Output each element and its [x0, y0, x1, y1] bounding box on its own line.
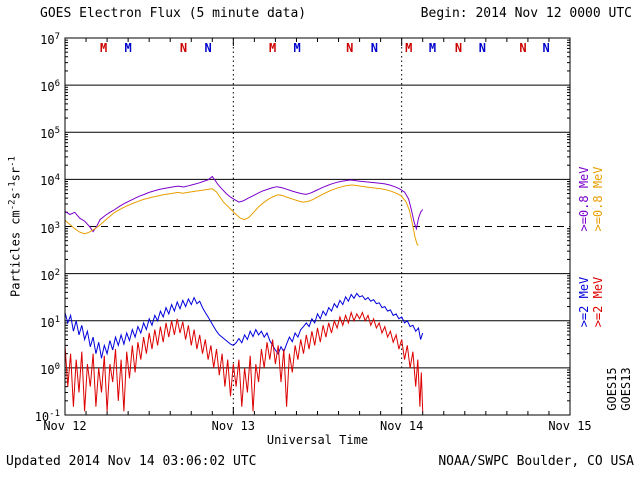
- event-marker: N: [543, 41, 550, 55]
- begin-time-label: Begin: 2014 Nov 12 0000 UTC: [420, 6, 632, 21]
- series-line-goes15-2-mev: [64, 292, 424, 359]
- updated-time-label: Updated 2014 Nov 14 03:06:02 UTC: [6, 454, 257, 469]
- y-tick-label: 100: [40, 361, 60, 377]
- legend-energy-label: >=0.8 MeV: [591, 166, 605, 232]
- event-marker: M: [100, 41, 107, 55]
- event-marker: M: [269, 41, 276, 55]
- y-tick-label: 107: [40, 32, 60, 47]
- x-axis-title: Universal Time: [266, 433, 369, 447]
- series-line-goes15-0.8-mev: [64, 175, 424, 233]
- event-marker: M: [125, 41, 132, 55]
- event-marker: N: [455, 41, 462, 55]
- legend-satellite-label: GOES15: [605, 367, 619, 411]
- legend-energy-label: >=2 MeV: [591, 276, 605, 328]
- y-tick-label: 102: [40, 267, 60, 283]
- y-tick-label: 105: [40, 126, 60, 142]
- y-tick-label: 106: [40, 79, 60, 95]
- plot-border: [64, 37, 571, 416]
- event-marker: M: [405, 41, 412, 55]
- event-marker: N: [371, 41, 378, 55]
- x-tick-label: Nov 14: [379, 419, 424, 433]
- y-axis-title: Particles cm-2s-1sr-1: [7, 156, 23, 297]
- x-tick-label: Nov 12: [43, 419, 87, 433]
- event-marker: N: [519, 41, 526, 55]
- legend-satellite-label: GOES13: [619, 367, 633, 411]
- series-line-goes13-0.8-mev: [64, 184, 419, 246]
- y-tick-label: 10-1: [34, 409, 60, 424]
- event-marker: N: [346, 41, 353, 55]
- legend-energy-label: >=0.8 MeV: [577, 166, 591, 232]
- x-tick-label: Nov 15: [548, 419, 592, 433]
- y-tick-label: 103: [40, 220, 60, 236]
- credit-label: NOAA/SWPC Boulder, CO USA: [438, 454, 634, 469]
- chart-title: GOES Electron Flux (5 minute data): [40, 6, 307, 21]
- y-tick-label: 104: [40, 173, 60, 189]
- series-line-goes13-2-mev: [64, 310, 424, 412]
- event-marker: N: [180, 41, 187, 55]
- event-marker: N: [479, 41, 486, 55]
- event-marker: M: [294, 41, 301, 55]
- y-tick-label: 101: [40, 314, 60, 330]
- legend-energy-label: >=2 MeV: [577, 276, 591, 328]
- event-marker: N: [204, 41, 211, 55]
- event-marker: M: [429, 41, 436, 55]
- x-tick-label: Nov 13: [211, 419, 255, 433]
